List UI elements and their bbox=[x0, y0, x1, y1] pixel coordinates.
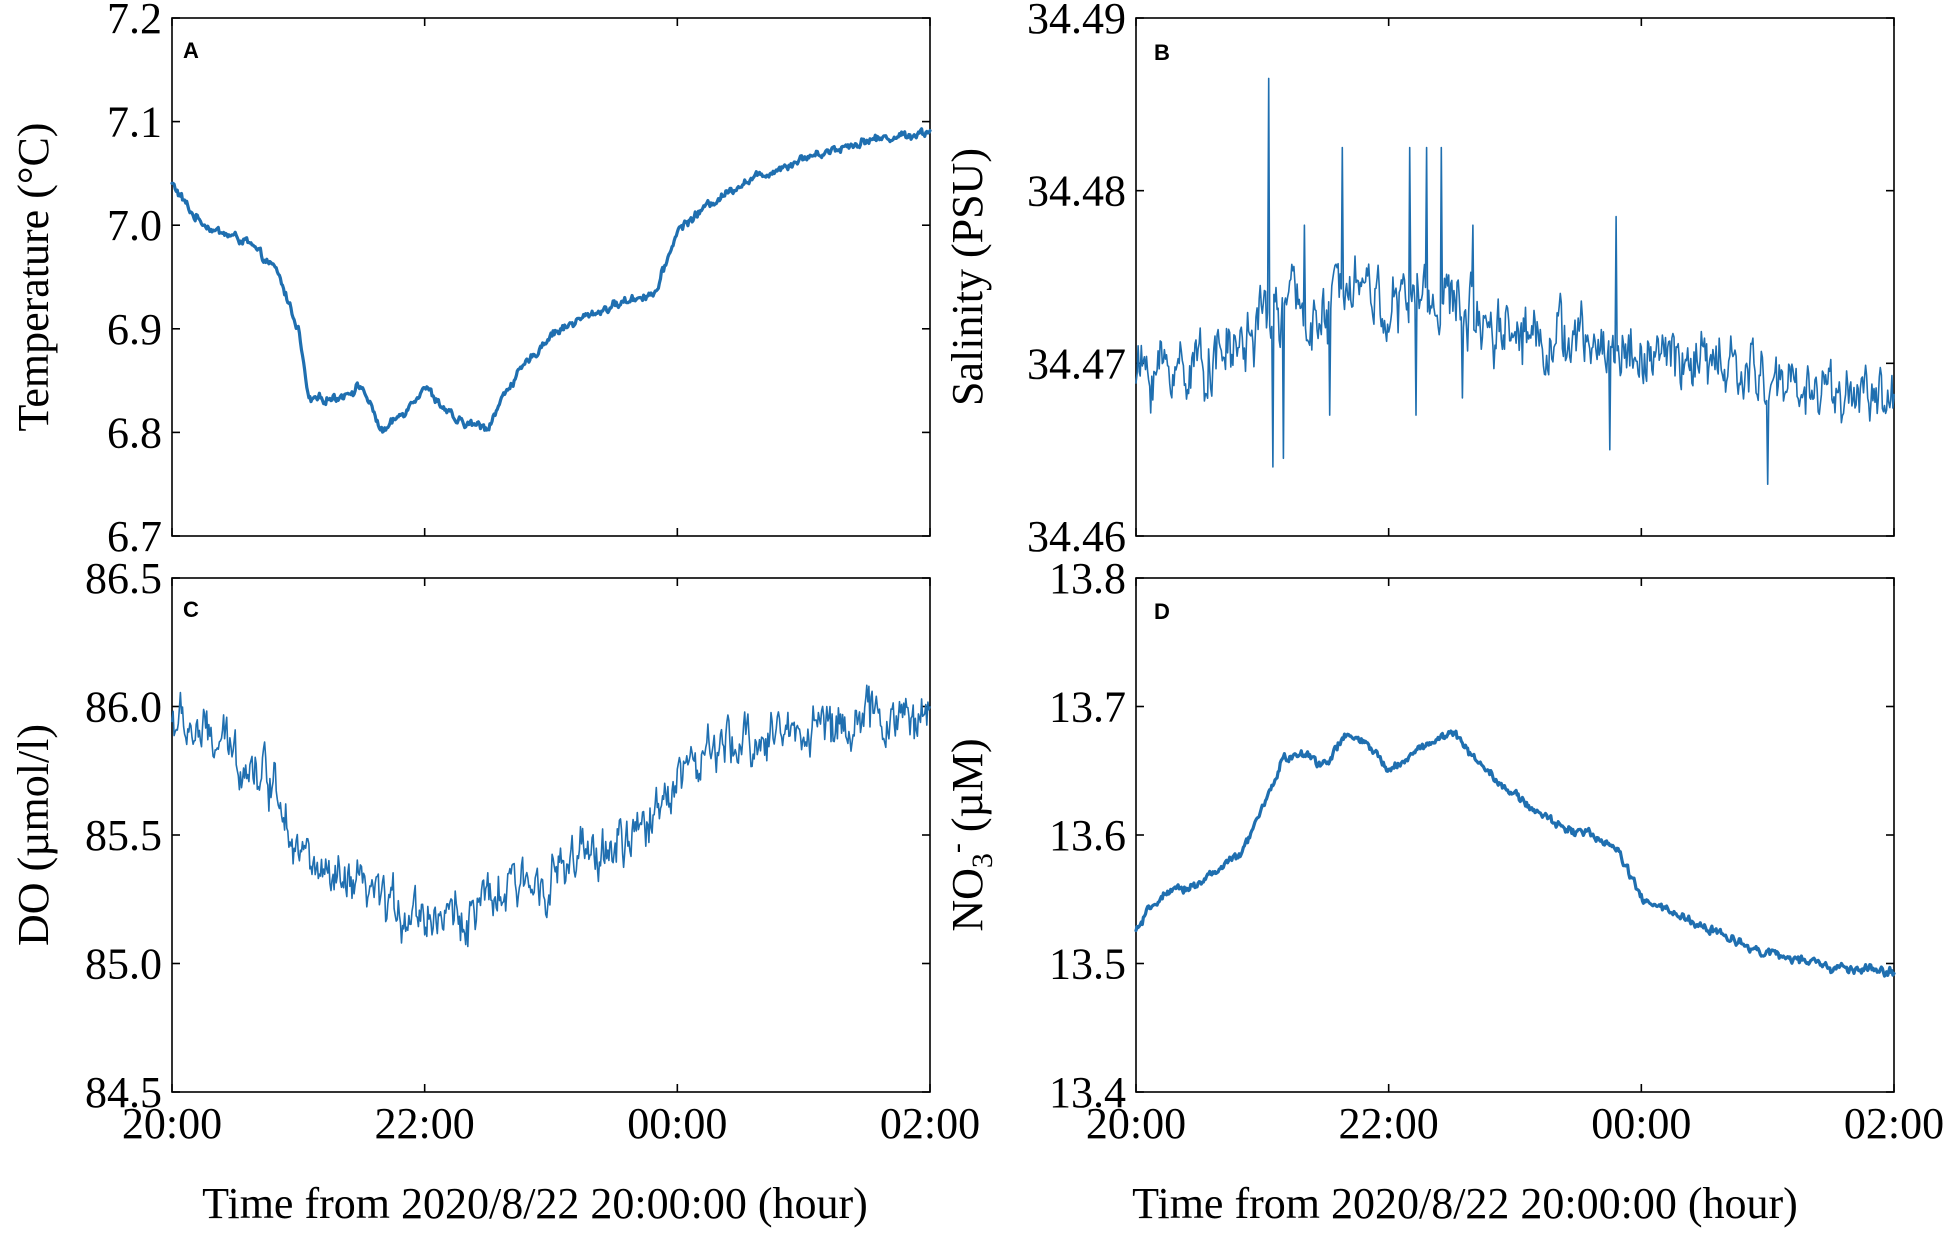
x-tick-label: 00:00 bbox=[1591, 1099, 1691, 1148]
y-tick-label: 13.6 bbox=[1049, 811, 1126, 860]
panel-a-frame bbox=[171, 17, 931, 537]
panel-a-ticks: 6.7 6.8 6.9 7.0 7.1 7.2 bbox=[107, 0, 931, 561]
series-line bbox=[171, 684, 931, 948]
panel-c-y-title: DO (µmol/l) bbox=[9, 724, 58, 946]
panel-d-y-title-base: NO bbox=[943, 868, 992, 932]
panel-c-ticks: 84.5 85.0 85.5 86.0 86.5 20:00 22:00 00:00 02:00 bbox=[85, 554, 980, 1148]
panel-b-ticks: 34.46 34.47 34.48 34.49 bbox=[1027, 0, 1895, 561]
panel-d-y-title-sub: 3 bbox=[966, 853, 999, 868]
y-tick-label: 13.4 bbox=[1049, 1068, 1126, 1117]
panel-b: B 34.46 34.47 34.48 34.49 Salinity (PSU) bbox=[943, 0, 1895, 561]
x-tick-label: 20:00 bbox=[1086, 1099, 1186, 1148]
panel-a: A 6.7 6.8 6.9 7.0 7.1 7.2 Temperature (°C) bbox=[9, 0, 932, 561]
panel-a-y-title: Temperature (°C) bbox=[9, 123, 58, 432]
panel-a-letter: A bbox=[183, 38, 199, 63]
y-tick-label: 7.1 bbox=[107, 98, 162, 147]
panel-c-letter: C bbox=[183, 597, 199, 622]
panel-a-series bbox=[170, 127, 932, 434]
series-line bbox=[1135, 77, 1895, 486]
panel-d-x-title: Time from 2020/8/22 20:00:00 (hour) bbox=[1132, 1179, 1798, 1228]
y-tick-label: 34.48 bbox=[1027, 167, 1126, 216]
x-tick-label: 22:00 bbox=[375, 1099, 475, 1148]
y-tick-label: 34.47 bbox=[1027, 339, 1126, 388]
y-tick-label: 86.0 bbox=[85, 683, 162, 732]
panel-d-ticks: 13.4 13.5 13.6 13.7 13.8 20:00 22:00 00:00 02:00 bbox=[1049, 554, 1944, 1148]
y-tick-label: 6.9 bbox=[107, 305, 162, 354]
x-tick-label: 02:00 bbox=[1844, 1099, 1944, 1148]
x-tick-label: 22:00 bbox=[1339, 1099, 1439, 1148]
y-tick-label: 7.0 bbox=[107, 201, 162, 250]
y-tick-label: 34.46 bbox=[1027, 512, 1126, 561]
y-tick-label: 84.5 bbox=[85, 1068, 162, 1117]
panel-c-frame bbox=[171, 577, 931, 1093]
panel-d: D 13.4 13.5 13.6 13.7 13.8 20:00 22:00 00:00 02:… bbox=[940, 554, 1944, 1228]
y-tick-label: 6.7 bbox=[107, 512, 162, 561]
panel-d-y-title-unit: (µM) bbox=[943, 738, 992, 843]
y-tick-label: 6.8 bbox=[107, 408, 162, 457]
panel-c: C 84.5 85.0 85.5 86.0 86.5 20:00 22:00 00:00 02:… bbox=[9, 554, 980, 1228]
panel-d-letter: D bbox=[1154, 599, 1170, 624]
y-tick-label: 13.5 bbox=[1049, 940, 1126, 989]
y-tick-label: 13.8 bbox=[1049, 554, 1126, 603]
y-tick-label: 85.5 bbox=[85, 811, 162, 860]
y-tick-label: 85.0 bbox=[85, 940, 162, 989]
panel-c-series bbox=[171, 684, 931, 948]
panel-b-letter: B bbox=[1154, 40, 1170, 65]
series-line bbox=[170, 127, 932, 434]
panel-d-y-title: NO3- (µM) bbox=[940, 738, 999, 931]
y-tick-label: 34.49 bbox=[1027, 0, 1126, 43]
series-line bbox=[1134, 729, 1896, 978]
x-tick-label: 00:00 bbox=[627, 1099, 727, 1148]
y-tick-label: 13.7 bbox=[1049, 683, 1126, 732]
x-tick-label: 20:00 bbox=[122, 1099, 222, 1148]
panel-d-y-title-sup: - bbox=[940, 843, 973, 853]
panel-c-x-title: Time from 2020/8/22 20:00:00 (hour) bbox=[202, 1179, 868, 1228]
panel-d-series bbox=[1134, 729, 1896, 978]
y-tick-label: 7.2 bbox=[107, 0, 162, 43]
panel-b-series bbox=[1135, 77, 1895, 486]
x-tick-label: 02:00 bbox=[880, 1099, 980, 1148]
y-tick-label: 86.5 bbox=[85, 554, 162, 603]
panel-b-y-title: Salinity (PSU) bbox=[943, 148, 992, 406]
panel-b-frame bbox=[1135, 17, 1895, 537]
